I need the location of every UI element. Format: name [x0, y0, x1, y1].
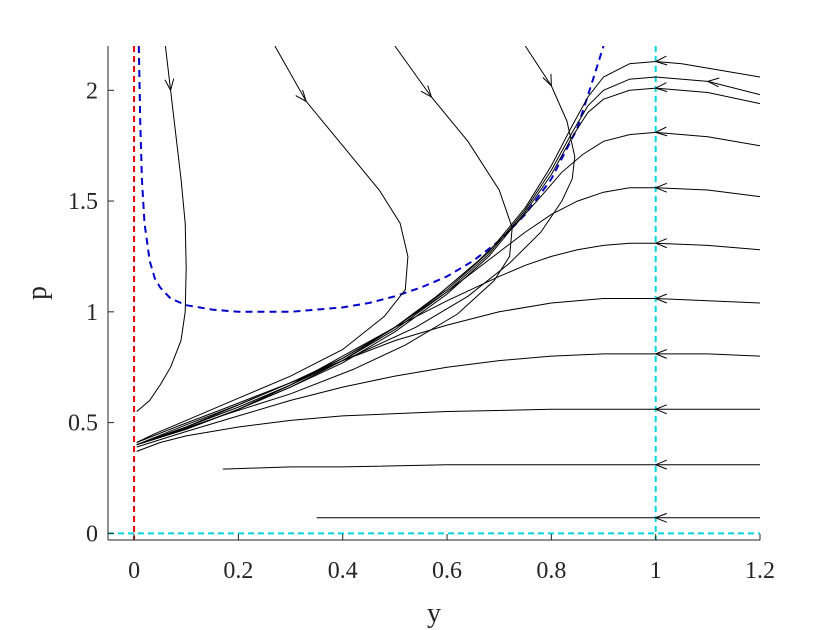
trajectory-0 [136, 46, 187, 412]
x-axis-label: y [427, 598, 441, 629]
x-tick-label: 0.2 [223, 558, 253, 584]
trajectory-arrow-1 [295, 89, 308, 103]
x-tick-label: 0 [128, 558, 140, 584]
x-tick-label: 1 [650, 558, 662, 584]
trajectory-arrow-6 [654, 82, 668, 93]
trajectory-arrow-13 [654, 459, 667, 470]
y-tick-label: 0.5 [68, 411, 98, 437]
trajectory-11 [136, 353, 760, 448]
x-tick-label: 0.4 [328, 558, 358, 584]
trajectory-arrow-10 [654, 293, 667, 304]
x-tick-label: 0.6 [432, 558, 462, 584]
trajectory-5 [136, 76, 760, 446]
x-tick-label: 0.8 [536, 558, 566, 584]
trajectory-13 [222, 464, 760, 470]
y-tick-label: 0 [86, 521, 98, 547]
trajectory-arrow-12 [654, 404, 667, 415]
y-tick-label: 2 [86, 78, 98, 104]
trajectory-1 [136, 46, 409, 443]
trajectory-arrow-8 [654, 182, 667, 193]
axes: 0 0.2 0.4 0.6 0.8 1 1.2 0 0.5 1 1.5 2 [68, 46, 775, 584]
trajectory-arrow-4 [654, 55, 668, 66]
y-tick-label: 1.5 [68, 189, 98, 215]
trajectory-6 [136, 87, 760, 446]
trajectory-arrow-5 [706, 77, 720, 88]
trajectory-12 [136, 408, 760, 452]
trajectory-arrow-11 [654, 349, 667, 359]
trajectory-9 [136, 242, 760, 446]
trajectory-4 [136, 60, 760, 446]
x-tick-label: 1.2 [745, 558, 775, 584]
trajectory-10 [136, 298, 760, 446]
y-tick-label: 1 [86, 300, 98, 326]
blue-dashed-curve [137, 46, 605, 313]
trajectory-arrow-2 [420, 85, 433, 99]
trajectory-arrow-7 [654, 126, 668, 137]
trajectories [136, 46, 760, 523]
trajectory-arrow-9 [654, 238, 667, 249]
trajectory-2 [136, 46, 513, 446]
trajectory-arrow-14 [654, 512, 667, 523]
blue-dashed-curve-group [137, 46, 605, 313]
trajectory-arrow-0 [164, 78, 175, 92]
reference-lines [108, 46, 760, 540]
trajectory-3 [136, 46, 576, 443]
trajectory-arrow-3 [542, 73, 552, 88]
trajectory-7 [136, 131, 760, 446]
y-axis-label: p [22, 286, 53, 300]
